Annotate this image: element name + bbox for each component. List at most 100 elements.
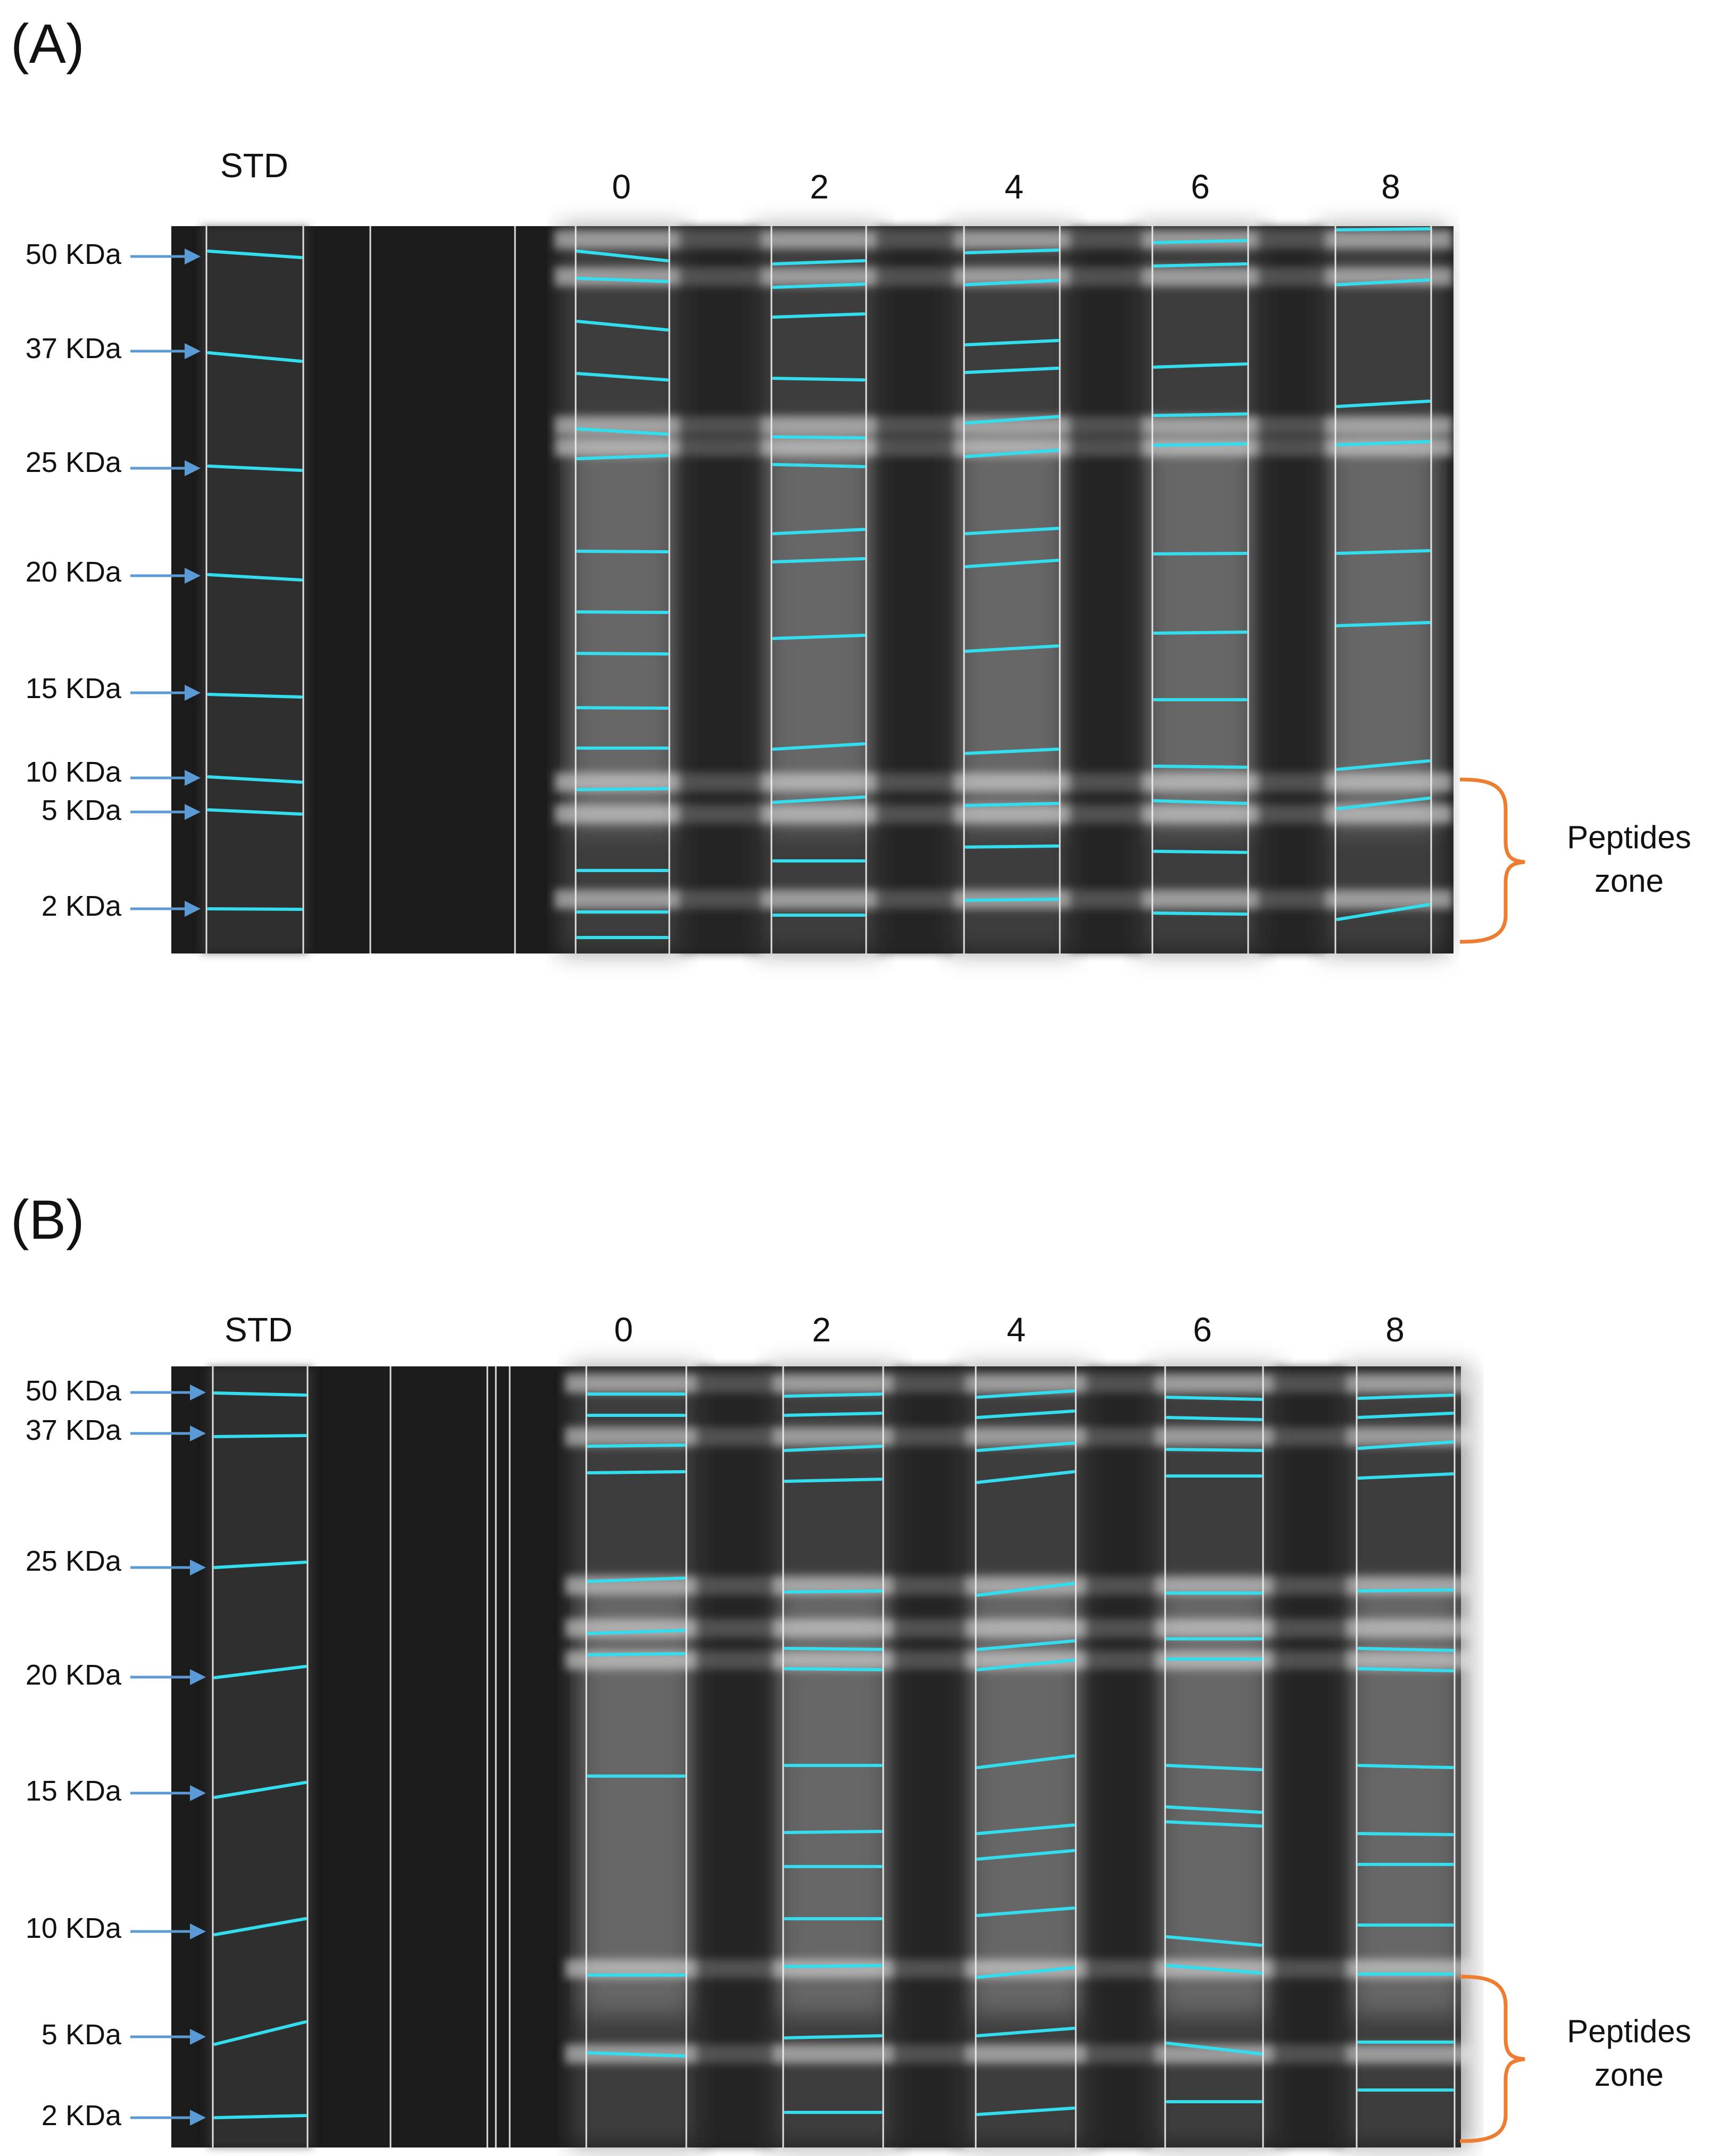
band-marker <box>772 463 866 468</box>
band-marker <box>784 1412 883 1417</box>
panel-b: (B) STD 0 2 4 6 8 50 KDa 37 KDa 25 KDa 2… <box>11 1189 1691 2147</box>
band-marker <box>965 802 1059 807</box>
band-marker <box>965 367 1059 374</box>
lane-label-6: 6 <box>1193 1311 1212 1349</box>
marker-label: 10 KDa <box>26 1912 122 1944</box>
band-marker <box>1357 1764 1454 1769</box>
lane-gutter <box>697 1366 773 2147</box>
band-marker <box>1336 278 1431 286</box>
marker-label: 10 KDa <box>26 756 122 788</box>
band-marker <box>965 644 1059 653</box>
marker-labels-b: 50 KDa 37 KDa 25 KDa 20 KDa 15 KDa 10 KD… <box>26 1375 122 2132</box>
band-marker <box>772 312 866 319</box>
marker-label: 15 KDa <box>26 1775 122 1807</box>
band-marker <box>1153 442 1248 447</box>
band-marker <box>213 2114 307 2119</box>
band-marker <box>1153 850 1248 854</box>
band-marker <box>965 527 1059 535</box>
band-marker <box>213 1665 307 1679</box>
band-marker <box>965 415 1059 425</box>
band-marker <box>965 748 1059 755</box>
band-marker <box>965 559 1059 568</box>
brace-icon <box>1459 777 1525 944</box>
band-marker <box>965 248 1059 254</box>
band-marker <box>1153 911 1248 916</box>
band-marker <box>965 449 1059 458</box>
band-marker <box>1166 1805 1263 1814</box>
marker-label: 25 KDa <box>26 1545 122 1577</box>
marker-label: 15 KDa <box>26 673 122 704</box>
panel-b-label: (B) <box>11 1189 85 1251</box>
marker-label: 50 KDa <box>26 238 122 270</box>
band-marker <box>207 351 303 363</box>
peptides-zone-label: zone <box>1594 2057 1664 2093</box>
band-marker <box>784 1830 883 1834</box>
band-marker <box>976 1441 1075 1452</box>
band-marker <box>772 557 866 563</box>
band-marker <box>1357 1440 1454 1450</box>
band-marker <box>1166 1964 1263 1975</box>
band-marker <box>587 1470 686 1474</box>
lane-gutter <box>1086 1366 1154 2147</box>
band-marker <box>976 1470 1075 1484</box>
band-marker <box>1166 1820 1263 1828</box>
lane-gutter <box>877 226 953 953</box>
band-marker <box>784 1392 883 1398</box>
band-marker <box>576 250 669 262</box>
band-marker <box>1357 1667 1454 1672</box>
band-marker <box>1153 362 1248 369</box>
gel-a-lane-lines <box>205 226 1432 953</box>
lane-label-2: 2 <box>810 168 829 206</box>
band-marker <box>784 1478 883 1483</box>
band-marker <box>772 742 866 751</box>
band-marker <box>784 1445 883 1452</box>
lane-gutter <box>680 226 761 953</box>
band-marker <box>772 259 866 266</box>
band-marker <box>1336 227 1431 231</box>
band-marker <box>976 1849 1075 1861</box>
band-marker <box>965 844 1059 849</box>
band-marker <box>1336 903 1431 921</box>
marker-label: 2 KDa <box>41 2100 122 2132</box>
band-marker <box>772 528 866 535</box>
band-marker <box>976 2027 1075 2037</box>
band-marker <box>207 465 303 472</box>
band-marker <box>1166 1764 1263 1771</box>
lane-label-8: 8 <box>1381 168 1400 206</box>
band-marker <box>1166 2042 1263 2055</box>
band-marker <box>587 1629 686 1635</box>
band-marker <box>976 1659 1075 1671</box>
gel-b-lane-lines <box>212 1366 1456 2147</box>
band-marker <box>587 2051 686 2058</box>
band-marker <box>965 339 1059 346</box>
band-marker <box>784 1647 883 1651</box>
band-marker <box>1153 552 1248 555</box>
band-marker <box>207 775 303 784</box>
band-marker <box>213 1917 307 1936</box>
band-marker <box>772 283 866 289</box>
gel-b-smear <box>207 1366 1476 2147</box>
band-marker <box>576 652 669 656</box>
band-marker <box>213 2020 307 2046</box>
band-marker <box>1153 239 1248 244</box>
gel-a-bands <box>207 227 1431 939</box>
marker-arrows-b <box>130 1384 206 2126</box>
marker-arrows-a <box>130 248 201 917</box>
band-marker <box>784 1964 883 1968</box>
band-marker <box>207 808 303 816</box>
lane-label-0: 0 <box>614 1311 633 1349</box>
band-marker <box>587 1652 686 1656</box>
lane-smear <box>766 429 871 830</box>
marker-label: 20 KDa <box>26 556 122 588</box>
band-marker <box>1166 1935 1263 1947</box>
band-marker <box>976 1409 1075 1419</box>
band-marker <box>213 1561 307 1569</box>
brace-icon <box>1459 1975 1525 2143</box>
band-marker <box>976 2107 1075 2116</box>
lane-label-6: 6 <box>1191 168 1210 206</box>
band-marker <box>976 1389 1075 1399</box>
band-marker <box>1357 1394 1454 1400</box>
band-marker <box>213 1781 307 1799</box>
std-lane-smear <box>207 1366 313 2147</box>
